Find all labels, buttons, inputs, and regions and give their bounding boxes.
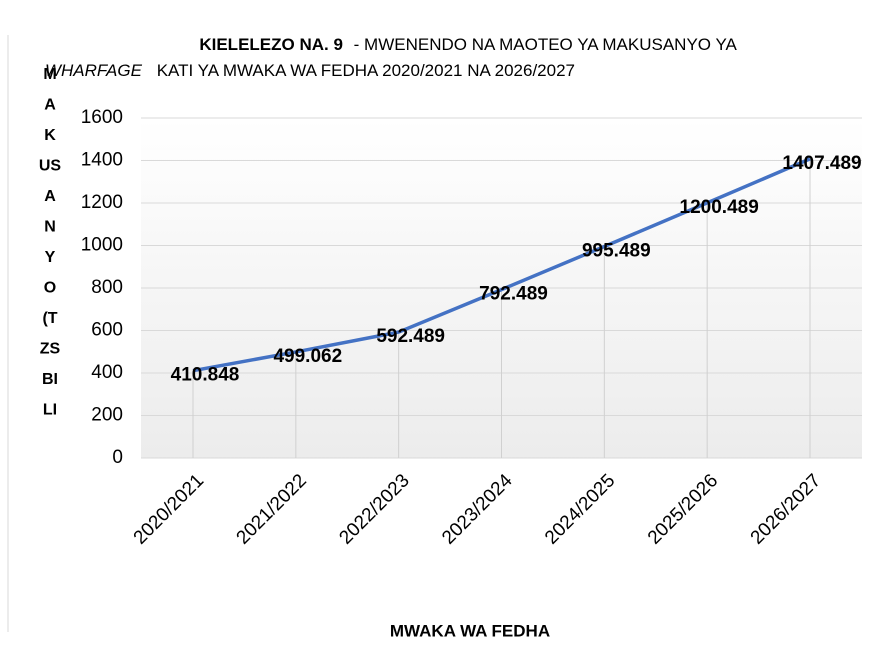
y-tick-label: 1600 (81, 107, 123, 128)
y-label-line: US (39, 158, 62, 175)
y-tick-label: 1400 (81, 150, 123, 171)
title-part: KATI YA MWAKA WA FEDHA 2020/2021 NA 2026… (157, 61, 575, 80)
value-label: 499.062 (273, 346, 342, 367)
y-tick-label: 600 (91, 320, 123, 341)
y-tick-label: 400 (91, 362, 123, 383)
y-label-line: LI (43, 402, 57, 419)
y-label-line: A (44, 188, 56, 205)
value-label: 995.489 (582, 240, 651, 261)
y-tick-label: 1200 (81, 192, 123, 213)
chart-title: KIELELEZO NA. 9 - MWENENDO NA MAOTEO YA … (45, 35, 741, 80)
title-part: KIELELEZO NA. 9 (199, 35, 343, 54)
y-tick-label: 1000 (81, 235, 123, 256)
value-label: 410.848 (171, 365, 240, 386)
y-label-line: N (44, 219, 56, 236)
y-label-line: BI (42, 371, 58, 388)
x-tick-label: 2024/2025 (541, 470, 619, 548)
y-label-line: ZS (40, 341, 61, 358)
x-tick-label: 2023/2024 (438, 470, 517, 549)
value-label: 1200.489 (680, 197, 759, 218)
x-tick-label: 2025/2026 (644, 470, 722, 548)
x-tick-label: 2021/2022 (233, 470, 311, 548)
x-axis-label: MWAKA WA FEDHA (390, 621, 550, 640)
value-label: 792.489 (479, 284, 548, 305)
title-part: WHARFAGE (45, 61, 143, 80)
y-tick-label: 200 (91, 405, 123, 426)
y-label-line: A (44, 97, 56, 114)
y-label-line: K (44, 127, 56, 144)
y-tick-label: 800 (91, 277, 123, 298)
value-label: 1407.489 (782, 153, 861, 174)
y-label-line: (T (42, 310, 57, 327)
y-label-line: Y (45, 249, 56, 266)
x-tick-label: 2026/2027 (747, 470, 825, 548)
x-tick-label: 2022/2023 (335, 470, 413, 548)
title-part: - MWENENDO NA MAOTEO YA MAKUSANYO YA (354, 35, 738, 54)
y-label-line: M (43, 66, 56, 83)
value-label: 592.489 (376, 326, 445, 347)
x-tick-label: 2020/2021 (130, 470, 208, 548)
y-label-line: O (44, 280, 56, 297)
line-series (192, 157, 811, 373)
y-tick-label: 0 (112, 447, 123, 468)
